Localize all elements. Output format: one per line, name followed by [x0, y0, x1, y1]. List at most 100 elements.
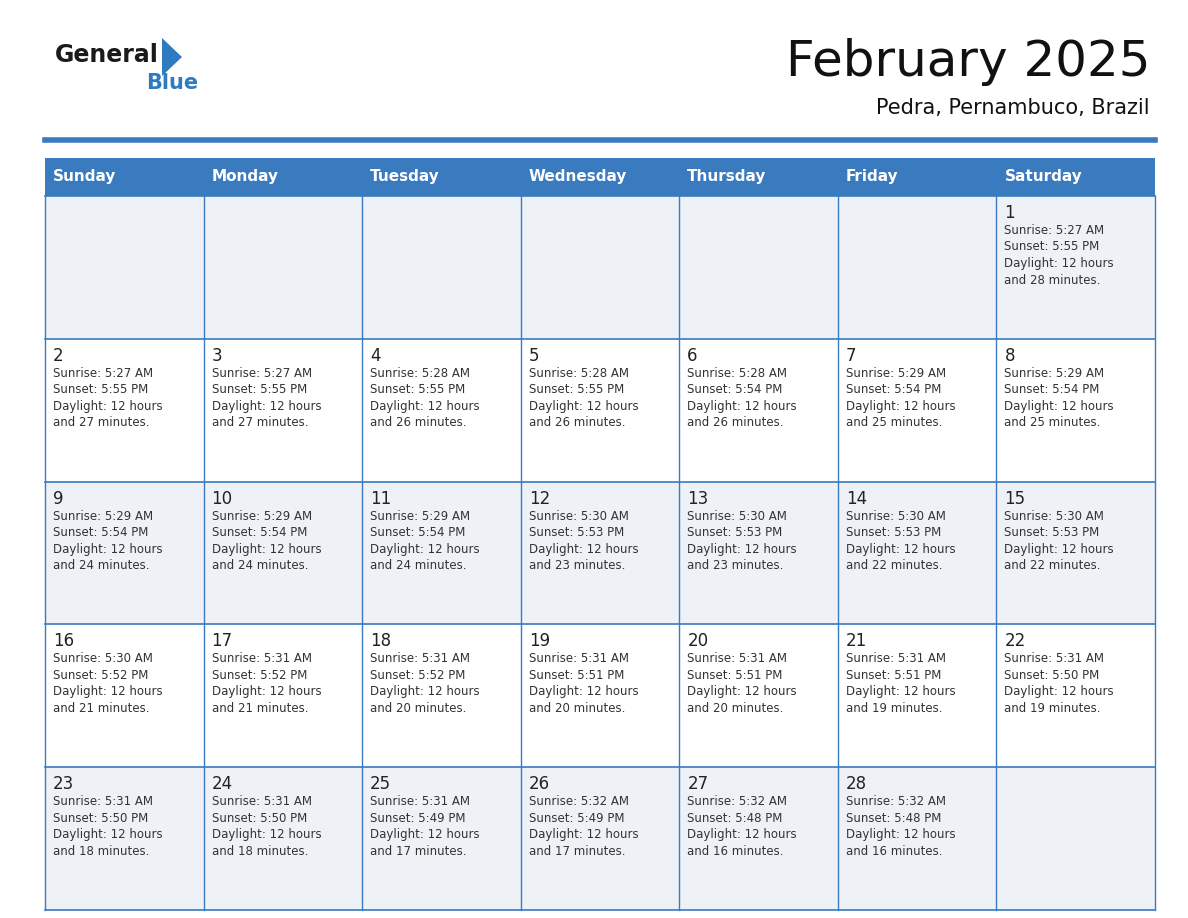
Text: Wednesday: Wednesday	[529, 170, 627, 185]
Text: and 17 minutes.: and 17 minutes.	[371, 845, 467, 857]
Text: Sunrise: 5:31 AM: Sunrise: 5:31 AM	[211, 653, 311, 666]
Text: Sunset: 5:48 PM: Sunset: 5:48 PM	[688, 812, 783, 824]
Text: 26: 26	[529, 775, 550, 793]
Text: Sunset: 5:55 PM: Sunset: 5:55 PM	[529, 384, 624, 397]
Text: Sunrise: 5:29 AM: Sunrise: 5:29 AM	[211, 509, 311, 522]
Text: and 16 minutes.: and 16 minutes.	[846, 845, 942, 857]
Text: Sunrise: 5:29 AM: Sunrise: 5:29 AM	[846, 367, 946, 380]
Text: Sunset: 5:51 PM: Sunset: 5:51 PM	[846, 669, 941, 682]
Text: Sunrise: 5:30 AM: Sunrise: 5:30 AM	[846, 509, 946, 522]
Text: and 24 minutes.: and 24 minutes.	[371, 559, 467, 572]
Text: Sunset: 5:50 PM: Sunset: 5:50 PM	[1004, 669, 1100, 682]
Text: Daylight: 12 hours: Daylight: 12 hours	[688, 543, 797, 555]
Bar	[45, 482, 1155, 624]
Text: Daylight: 12 hours: Daylight: 12 hours	[688, 686, 797, 699]
Text: Sunset: 5:53 PM: Sunset: 5:53 PM	[846, 526, 941, 539]
Text: 23: 23	[53, 775, 74, 793]
Text: Sunset: 5:51 PM: Sunset: 5:51 PM	[529, 669, 624, 682]
Text: Sunset: 5:53 PM: Sunset: 5:53 PM	[688, 526, 783, 539]
Text: and 18 minutes.: and 18 minutes.	[53, 845, 150, 857]
Text: Daylight: 12 hours: Daylight: 12 hours	[1004, 543, 1114, 555]
Text: Daylight: 12 hours: Daylight: 12 hours	[529, 828, 638, 841]
Text: Sunset: 5:50 PM: Sunset: 5:50 PM	[53, 812, 148, 824]
Text: Sunset: 5:55 PM: Sunset: 5:55 PM	[1004, 241, 1100, 253]
Text: February 2025: February 2025	[785, 38, 1150, 86]
Text: 13: 13	[688, 489, 708, 508]
Text: 24: 24	[211, 775, 233, 793]
Text: and 18 minutes.: and 18 minutes.	[211, 845, 308, 857]
Text: Daylight: 12 hours: Daylight: 12 hours	[529, 543, 638, 555]
Text: Daylight: 12 hours: Daylight: 12 hours	[211, 543, 321, 555]
Text: Daylight: 12 hours: Daylight: 12 hours	[688, 400, 797, 413]
Text: Sunrise: 5:31 AM: Sunrise: 5:31 AM	[211, 795, 311, 808]
Text: Sunrise: 5:29 AM: Sunrise: 5:29 AM	[53, 509, 153, 522]
Text: 10: 10	[211, 489, 233, 508]
Text: and 22 minutes.: and 22 minutes.	[1004, 559, 1101, 572]
Text: Daylight: 12 hours: Daylight: 12 hours	[1004, 400, 1114, 413]
Text: Sunrise: 5:29 AM: Sunrise: 5:29 AM	[371, 509, 470, 522]
Text: and 20 minutes.: and 20 minutes.	[529, 702, 625, 715]
Bar	[45, 158, 1155, 196]
Text: Sunrise: 5:32 AM: Sunrise: 5:32 AM	[688, 795, 788, 808]
Text: 11: 11	[371, 489, 391, 508]
Text: 12: 12	[529, 489, 550, 508]
Text: Daylight: 12 hours: Daylight: 12 hours	[371, 686, 480, 699]
Text: 21: 21	[846, 633, 867, 650]
Text: Sunrise: 5:30 AM: Sunrise: 5:30 AM	[1004, 509, 1105, 522]
Text: Daylight: 12 hours: Daylight: 12 hours	[1004, 257, 1114, 270]
Text: Daylight: 12 hours: Daylight: 12 hours	[211, 686, 321, 699]
Text: and 16 minutes.: and 16 minutes.	[688, 845, 784, 857]
Text: 17: 17	[211, 633, 233, 650]
Text: Tuesday: Tuesday	[371, 170, 440, 185]
Text: Sunset: 5:55 PM: Sunset: 5:55 PM	[211, 384, 307, 397]
Text: Daylight: 12 hours: Daylight: 12 hours	[371, 400, 480, 413]
Text: Daylight: 12 hours: Daylight: 12 hours	[211, 828, 321, 841]
Text: Daylight: 12 hours: Daylight: 12 hours	[529, 686, 638, 699]
Text: Sunrise: 5:27 AM: Sunrise: 5:27 AM	[53, 367, 153, 380]
Text: Thursday: Thursday	[688, 170, 766, 185]
Text: and 21 minutes.: and 21 minutes.	[211, 702, 308, 715]
Text: Sunrise: 5:31 AM: Sunrise: 5:31 AM	[846, 653, 946, 666]
Text: 18: 18	[371, 633, 391, 650]
Text: Sunset: 5:51 PM: Sunset: 5:51 PM	[688, 669, 783, 682]
Text: Sunrise: 5:28 AM: Sunrise: 5:28 AM	[688, 367, 788, 380]
Text: and 19 minutes.: and 19 minutes.	[846, 702, 942, 715]
Text: General: General	[55, 43, 159, 67]
Text: Sunrise: 5:32 AM: Sunrise: 5:32 AM	[846, 795, 946, 808]
Text: Daylight: 12 hours: Daylight: 12 hours	[846, 828, 955, 841]
Text: 28: 28	[846, 775, 867, 793]
Text: 5: 5	[529, 347, 539, 364]
Text: 14: 14	[846, 489, 867, 508]
Text: Sunset: 5:55 PM: Sunset: 5:55 PM	[53, 384, 148, 397]
Text: Daylight: 12 hours: Daylight: 12 hours	[371, 543, 480, 555]
Text: 27: 27	[688, 775, 708, 793]
Text: 22: 22	[1004, 633, 1025, 650]
Text: Saturday: Saturday	[1004, 170, 1082, 185]
Text: and 26 minutes.: and 26 minutes.	[688, 416, 784, 430]
Text: Sunrise: 5:27 AM: Sunrise: 5:27 AM	[1004, 224, 1105, 237]
Text: Sunrise: 5:31 AM: Sunrise: 5:31 AM	[688, 653, 788, 666]
Text: Friday: Friday	[846, 170, 898, 185]
Text: Daylight: 12 hours: Daylight: 12 hours	[53, 686, 163, 699]
Bar	[45, 624, 1155, 767]
Text: and 24 minutes.: and 24 minutes.	[53, 559, 150, 572]
Text: 2: 2	[53, 347, 64, 364]
Text: and 24 minutes.: and 24 minutes.	[211, 559, 308, 572]
Text: Daylight: 12 hours: Daylight: 12 hours	[371, 828, 480, 841]
Text: Daylight: 12 hours: Daylight: 12 hours	[53, 828, 163, 841]
Text: Daylight: 12 hours: Daylight: 12 hours	[688, 828, 797, 841]
Text: 1: 1	[1004, 204, 1015, 222]
Bar	[45, 767, 1155, 910]
Text: and 23 minutes.: and 23 minutes.	[529, 559, 625, 572]
Text: Sunrise: 5:31 AM: Sunrise: 5:31 AM	[529, 653, 628, 666]
Text: 9: 9	[53, 489, 63, 508]
Text: Sunrise: 5:29 AM: Sunrise: 5:29 AM	[1004, 367, 1105, 380]
Text: Daylight: 12 hours: Daylight: 12 hours	[211, 400, 321, 413]
Text: 8: 8	[1004, 347, 1015, 364]
Text: 25: 25	[371, 775, 391, 793]
Text: Sunset: 5:48 PM: Sunset: 5:48 PM	[846, 812, 941, 824]
Text: Sunset: 5:54 PM: Sunset: 5:54 PM	[211, 526, 307, 539]
Text: Sunset: 5:53 PM: Sunset: 5:53 PM	[529, 526, 624, 539]
Text: and 27 minutes.: and 27 minutes.	[53, 416, 150, 430]
Text: 6: 6	[688, 347, 697, 364]
